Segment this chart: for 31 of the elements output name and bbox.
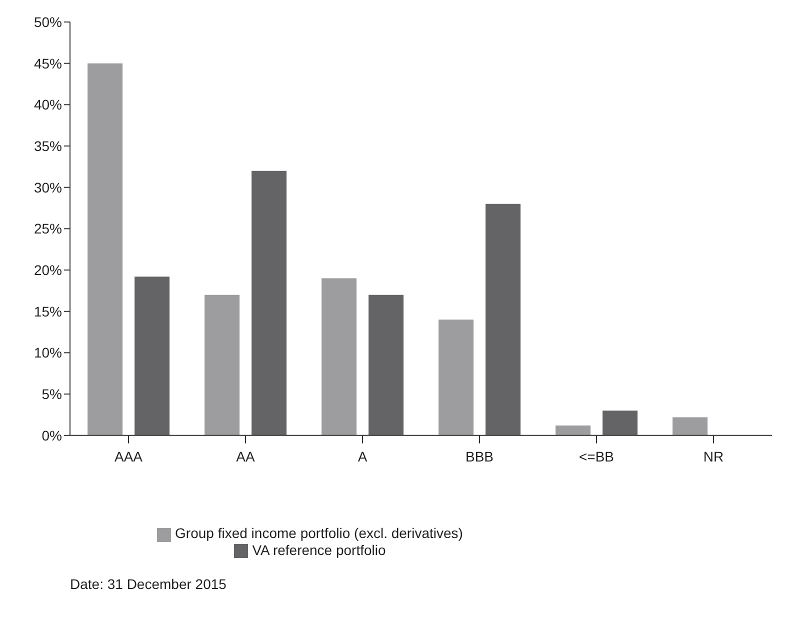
text: Date: 31 December 2015 — [70, 576, 228, 592]
legend-label: VA reference portfolio — [252, 542, 386, 558]
bar — [556, 425, 591, 436]
x-tick-label: A — [358, 448, 368, 464]
x-tick-label: NR — [703, 448, 724, 464]
y-tick-label: 15% — [34, 303, 62, 320]
y-tick-label: 0% — [42, 427, 62, 444]
bar — [672, 417, 708, 436]
y-tick-label: 35% — [34, 138, 62, 154]
x-tick-label: AAA — [114, 448, 144, 464]
x-tick-label: BBB — [465, 448, 494, 464]
bar — [134, 276, 170, 436]
bar — [252, 170, 287, 436]
bar — [486, 204, 521, 436]
bar — [204, 294, 240, 436]
bar — [438, 320, 474, 436]
x-tick-label: <=BB — [578, 448, 614, 464]
x-tick-label: AA — [236, 448, 256, 464]
bar — [368, 294, 404, 436]
bar — [602, 410, 638, 436]
y-tick-label: 50% — [34, 14, 62, 30]
y-tick-label: 25% — [34, 220, 62, 237]
bar — [88, 63, 123, 436]
legend-label: Group fixed income portfolio (excl. derivatives) — [175, 525, 463, 542]
y-tick-label: 45% — [34, 55, 62, 72]
bar — [322, 278, 357, 436]
y-tick-label: 40% — [34, 96, 62, 113]
y-tick-label: 10% — [34, 344, 62, 361]
y-tick-label: 20% — [34, 262, 62, 278]
y-tick-label: 30% — [34, 179, 62, 196]
y-tick-label: 5% — [42, 386, 62, 402]
